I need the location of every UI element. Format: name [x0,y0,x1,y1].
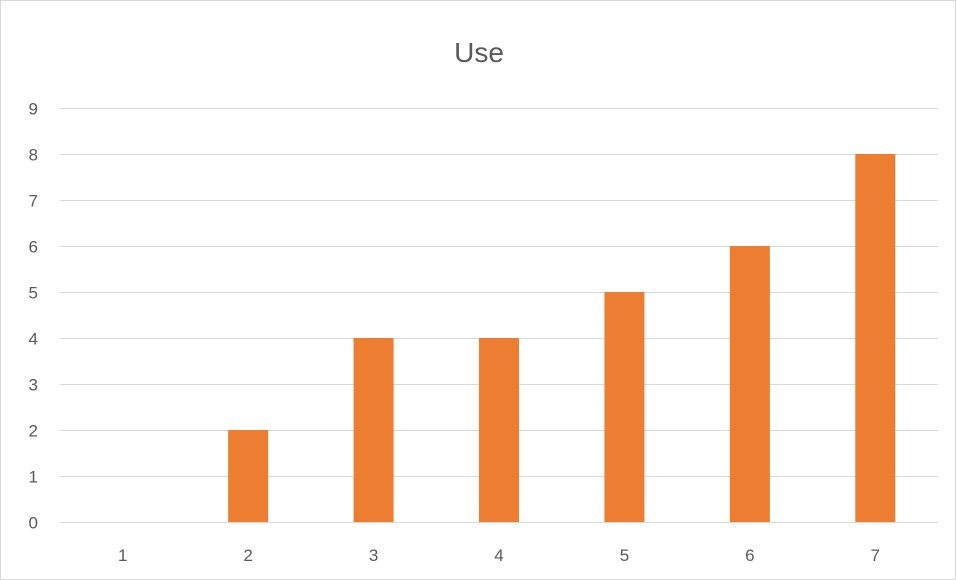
bar-7 [855,154,896,522]
y-tick-label: 0 [29,514,38,533]
bar-6 [729,246,770,522]
y-tick-label: 5 [29,284,38,303]
x-tick-label: 1 [118,546,127,565]
y-tick-label: 8 [29,146,38,165]
bar-3 [353,338,394,522]
x-tick-label: 7 [871,546,880,565]
y-tick-label: 7 [29,192,38,211]
bar-4 [479,338,519,522]
x-tick-label: 2 [243,546,252,565]
x-tick-label: 6 [745,546,754,565]
y-tick-label: 3 [29,376,38,395]
bar-2 [228,430,269,522]
bars [228,154,896,522]
y-tick-label: 9 [29,100,38,119]
x-tick-label: 4 [494,546,503,565]
y-tick-label: 2 [29,422,38,441]
bar-5 [604,292,645,522]
x-tick-label: 3 [369,546,378,565]
x-tick-label: 5 [620,546,629,565]
y-tick-label: 1 [29,468,38,487]
chart-title: Use [454,37,504,68]
y-axis-tick-labels: 0 1 2 3 4 5 6 7 8 9 [29,100,38,533]
y-tick-label: 4 [29,330,38,349]
y-tick-label: 6 [29,238,38,257]
x-axis-tick-labels: 1 2 3 4 5 6 7 [118,546,880,565]
